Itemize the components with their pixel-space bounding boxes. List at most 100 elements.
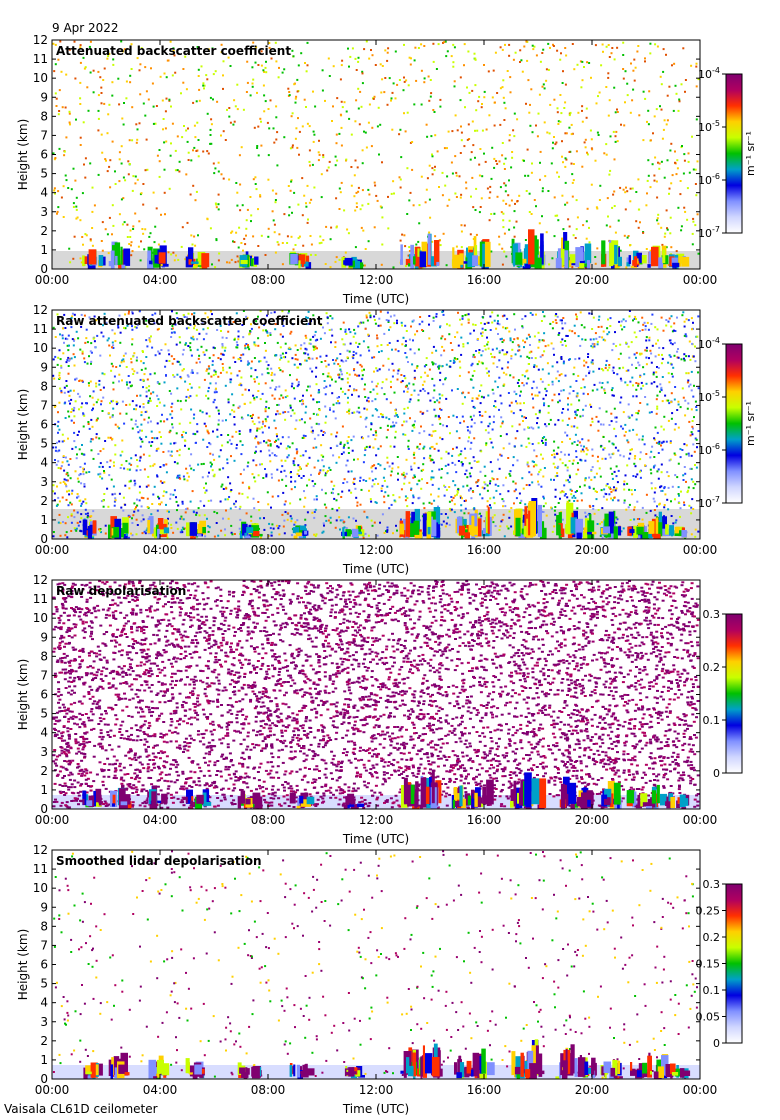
- panel-1: Attenuated backscatter coefficient 0 12 3 4 5…: [16, 33, 757, 306]
- y-tick-label: 3: [40, 475, 48, 489]
- colorbar-tick-label: 0: [713, 1037, 720, 1050]
- colorbar-tick-label: 10-5: [698, 119, 720, 134]
- y-tick-label: 8: [40, 379, 48, 393]
- y-tick-label: 5: [40, 167, 48, 181]
- y-tick-label: 7: [40, 668, 48, 682]
- heatmap-field: [52, 580, 700, 809]
- y-tick-label: 10: [33, 71, 48, 85]
- y-axis-label: Height (km): [16, 119, 30, 190]
- x-tick-label: 00:00: [683, 273, 718, 287]
- y-tick-label: 11: [33, 52, 48, 66]
- colorbar-label: m⁻¹ sr⁻¹: [744, 401, 757, 446]
- colorbar-tick-label: 0.2: [703, 931, 721, 944]
- y-tick-label: 7: [40, 938, 48, 952]
- y-tick-label: 11: [33, 322, 48, 336]
- y-tick-label: 12: [33, 573, 48, 587]
- heatmap-field: [52, 40, 700, 269]
- y-tick-label: 6: [40, 958, 48, 972]
- x-tick-label: 08:00: [251, 813, 286, 827]
- y-tick-label: 9: [40, 90, 48, 104]
- panel-4: Smoothed lidar depolarisation01234567891…: [16, 843, 743, 1116]
- y-tick-label: 5: [40, 707, 48, 721]
- y-tick-label: 10: [33, 341, 48, 355]
- y-tick-label: 0: [40, 262, 48, 276]
- y-tick-label: 8: [40, 109, 48, 123]
- y-tick-label: 4: [40, 186, 48, 200]
- colorbar-gradient: [725, 613, 743, 774]
- x-tick-label: 20:00: [575, 813, 610, 827]
- y-tick-label: 10: [33, 881, 48, 895]
- y-tick-label: 2: [40, 224, 48, 238]
- y-tick-label: 2: [40, 1034, 48, 1048]
- x-tick-label: 12:00: [359, 543, 394, 557]
- y-tick-label: 5: [40, 437, 48, 451]
- x-axis-label: Time (UTC): [342, 292, 409, 306]
- y-tick-label: 4: [40, 996, 48, 1010]
- x-tick-label: 04:00: [143, 1083, 178, 1097]
- x-tick-label: 00:00: [35, 1083, 70, 1097]
- y-tick-label: 2: [40, 764, 48, 778]
- colorbar-tick-label: 0.3: [703, 878, 721, 891]
- y-tick-label: 12: [33, 303, 48, 317]
- x-tick-label: 12:00: [359, 1083, 394, 1097]
- y-tick-label: 7: [40, 398, 48, 412]
- y-tick-label: 3: [40, 1015, 48, 1029]
- y-tick-label: 1: [40, 513, 48, 527]
- y-tick-label: 3: [40, 205, 48, 219]
- colorbar-gradient: [725, 73, 743, 234]
- colorbar-tick-label: 0.25: [696, 905, 721, 918]
- colorbar: 0 0.05 0.1 0.15 0.2 0.25 0.3: [696, 878, 743, 1050]
- panel-title: Raw depolarisation: [56, 584, 186, 598]
- y-tick-label: 0: [40, 532, 48, 546]
- x-tick-label: 04:00: [143, 543, 178, 557]
- x-tick-label: 00:00: [683, 543, 718, 557]
- x-tick-label: 20:00: [575, 273, 610, 287]
- panel-title: Raw attenuated backscatter coefficient: [56, 314, 323, 328]
- y-axis-label: Height (km): [16, 389, 30, 460]
- colorbar-tick-label: 0.05: [696, 1010, 721, 1023]
- x-tick-label: 12:00: [359, 273, 394, 287]
- x-tick-label: 00:00: [35, 543, 70, 557]
- colorbar-tick-label: 10-6: [698, 172, 720, 187]
- colorbar-tick-label: 0.15: [696, 958, 721, 971]
- plot-area: [52, 40, 700, 269]
- y-tick-label: 6: [40, 418, 48, 432]
- y-tick-label: 5: [40, 977, 48, 991]
- plot-area: [52, 850, 700, 1079]
- y-axis-label: Height (km): [16, 929, 30, 1000]
- y-tick-label: 12: [33, 33, 48, 47]
- x-tick-label: 08:00: [251, 273, 286, 287]
- y-tick-label: 0: [40, 802, 48, 816]
- colorbar-tick-label: 0.3: [703, 608, 721, 621]
- x-tick-label: 08:00: [251, 543, 286, 557]
- colorbar-tick-label: 0.1: [703, 714, 721, 727]
- y-tick-label: 11: [33, 862, 48, 876]
- y-tick-label: 6: [40, 148, 48, 162]
- heatmap-field: [52, 850, 700, 1079]
- x-tick-label: 20:00: [575, 543, 610, 557]
- panel-title: Attenuated backscatter coefficient: [56, 44, 291, 58]
- panel-2: Raw attenuated backscatter coefficient 0 1…: [16, 303, 757, 576]
- x-tick-label: 16:00: [467, 813, 502, 827]
- instrument-label: Vaisala CL61D ceilometer: [4, 1102, 158, 1116]
- y-tick-label: 4: [40, 726, 48, 740]
- colorbar-tick-label: 0: [713, 767, 720, 780]
- x-axis-label: Time (UTC): [342, 562, 409, 576]
- y-axis-label: Height (km): [16, 659, 30, 730]
- colorbar-gradient: [725, 883, 743, 1044]
- y-tick-label: 8: [40, 649, 48, 663]
- colorbar-tick-label: 10-7: [698, 495, 720, 510]
- panel-title: Smoothed lidar depolarisation: [56, 854, 262, 868]
- y-tick-label: 9: [40, 360, 48, 374]
- x-tick-label: 16:00: [467, 273, 502, 287]
- y-tick-label: 1: [40, 1053, 48, 1067]
- colorbar-tick-label: 0.2: [703, 661, 721, 674]
- y-tick-label: 2: [40, 494, 48, 508]
- colorbar-tick-label: 10-6: [698, 442, 720, 457]
- x-tick-label: 00:00: [35, 813, 70, 827]
- y-tick-label: 7: [40, 128, 48, 142]
- x-tick-label: 00:00: [683, 813, 718, 827]
- y-tick-label: 11: [33, 592, 48, 606]
- x-tick-label: 16:00: [467, 1083, 502, 1097]
- colorbar: 10-7 10-6 10-5 10-4 m⁻¹ sr⁻¹: [698, 336, 757, 510]
